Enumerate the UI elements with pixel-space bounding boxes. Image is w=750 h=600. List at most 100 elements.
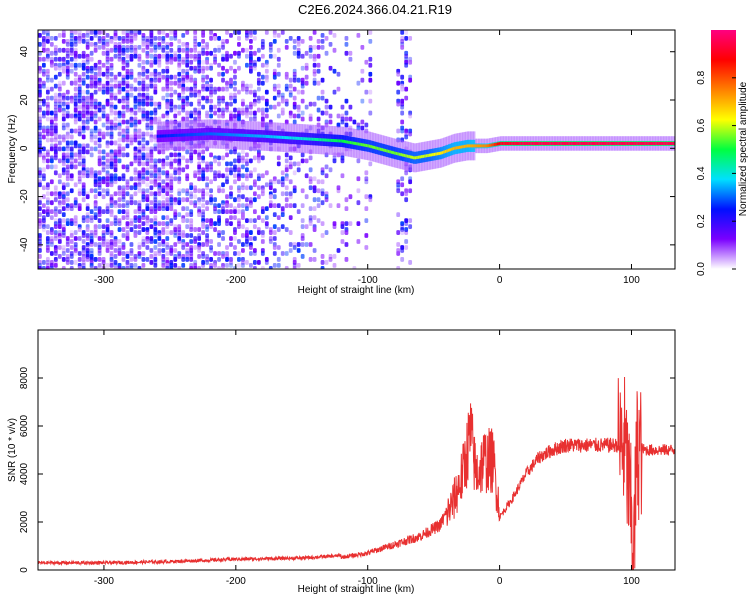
heatmap-cell xyxy=(38,200,42,206)
ridge-core xyxy=(186,133,189,137)
heatmap-cell xyxy=(404,197,409,203)
heatmap-cell xyxy=(77,266,82,269)
snr-series xyxy=(38,377,675,570)
heatmap-cell xyxy=(177,236,182,241)
heatmap-cell xyxy=(340,239,345,244)
ridge-core xyxy=(319,138,322,142)
heatmap-cell xyxy=(121,59,126,65)
heatmap-cell xyxy=(41,209,46,215)
heatmap-cell xyxy=(197,197,202,203)
ridge-core xyxy=(188,133,191,137)
heatmap-cell xyxy=(400,248,405,253)
ridge-core xyxy=(235,133,239,137)
ridge-core xyxy=(375,146,378,150)
heatmap-cell xyxy=(300,110,305,116)
heatmap-cell xyxy=(105,32,110,38)
heatmap-cell xyxy=(284,38,289,44)
heatmap-cell xyxy=(264,182,269,188)
heatmap-cell xyxy=(89,248,94,253)
heatmap-cell xyxy=(61,95,66,101)
heatmap-cell xyxy=(65,182,70,188)
ridge-core xyxy=(185,133,188,137)
heatmap-cell xyxy=(237,116,241,122)
heatmap-cell xyxy=(65,59,70,65)
heatmap-cell xyxy=(73,200,78,206)
heatmap-cell xyxy=(69,221,74,226)
heatmap-cell xyxy=(105,50,110,56)
heatmap-cell xyxy=(237,30,241,35)
heatmap-cell xyxy=(264,59,269,65)
ridge-core xyxy=(180,133,183,137)
heatmap-cell xyxy=(245,47,249,53)
heatmap-cell xyxy=(69,98,74,104)
heatmap-cell xyxy=(161,194,166,200)
heatmap-cell xyxy=(264,113,269,119)
ridge-core xyxy=(634,141,637,145)
ridge-core xyxy=(454,146,457,150)
heatmap-cell xyxy=(185,74,190,80)
heatmap-cell xyxy=(217,107,221,113)
ridge-core xyxy=(227,133,231,137)
heatmap-cell xyxy=(125,203,130,209)
heatmap-cell xyxy=(133,158,138,164)
heatmap-cell xyxy=(97,131,102,137)
ridge-core xyxy=(609,141,612,145)
heatmap-cell xyxy=(225,221,229,226)
heatmap-cell xyxy=(93,227,98,232)
heatmap-cell xyxy=(344,98,349,104)
heatmap-cell xyxy=(185,116,190,122)
heatmap-cell xyxy=(316,179,321,185)
heatmap-cell xyxy=(65,104,70,110)
heatmap-cell xyxy=(177,56,182,62)
heatmap-cell xyxy=(149,95,154,101)
heatmap-cell xyxy=(145,221,150,226)
heatmap-cell xyxy=(113,83,118,89)
heatmap-cell xyxy=(229,209,233,215)
heatmap-cell xyxy=(201,77,206,83)
heatmap-cell xyxy=(245,161,249,167)
heatmap-cell xyxy=(81,89,86,95)
heatmap-cell xyxy=(57,254,62,259)
heatmap-cell xyxy=(65,236,70,241)
ridge-core xyxy=(161,134,164,138)
heatmap-cell xyxy=(221,44,225,50)
heatmap-cell xyxy=(61,47,66,53)
heatmap-cell xyxy=(93,128,98,134)
ridge-core xyxy=(386,149,389,153)
ridge-core xyxy=(482,144,485,148)
heatmap-cell xyxy=(93,215,98,220)
heatmap-cell xyxy=(133,104,138,110)
heatmap-cell xyxy=(197,254,202,259)
heatmap-cell xyxy=(113,179,118,185)
ridge-core xyxy=(463,144,466,148)
heatmap-cell xyxy=(404,134,409,140)
ridge-core xyxy=(640,141,644,145)
heatmap-cell xyxy=(344,242,349,247)
heatmap-cell xyxy=(356,158,361,164)
heatmap-cell xyxy=(57,173,62,179)
heatmap-cell xyxy=(65,197,70,203)
heatmap-cell xyxy=(137,56,142,62)
heatmap-cell xyxy=(97,116,102,122)
heatmap-cell xyxy=(344,110,349,116)
heatmap-cell xyxy=(177,83,182,89)
heatmap-cell xyxy=(177,62,182,68)
heatmap-cell xyxy=(288,179,293,185)
heatmap-cell xyxy=(356,80,361,86)
heatmap-cell xyxy=(364,89,369,95)
heatmap-cell xyxy=(81,191,86,197)
heatmap-cell xyxy=(38,206,42,212)
heatmap-cell xyxy=(252,209,257,215)
heatmap-cell xyxy=(133,233,138,238)
heatmap-cell xyxy=(193,173,198,179)
heatmap-cell xyxy=(260,155,265,161)
heatmap-cell xyxy=(201,194,206,200)
heatmap-cell xyxy=(73,251,78,256)
heatmap-cell xyxy=(85,32,90,38)
heatmap-cell xyxy=(400,257,405,262)
heatmap-cell xyxy=(53,191,58,197)
ridge-core xyxy=(193,133,196,137)
heatmap-cell xyxy=(133,86,138,92)
heatmap-cell xyxy=(113,191,118,197)
ridge-core xyxy=(617,141,620,145)
